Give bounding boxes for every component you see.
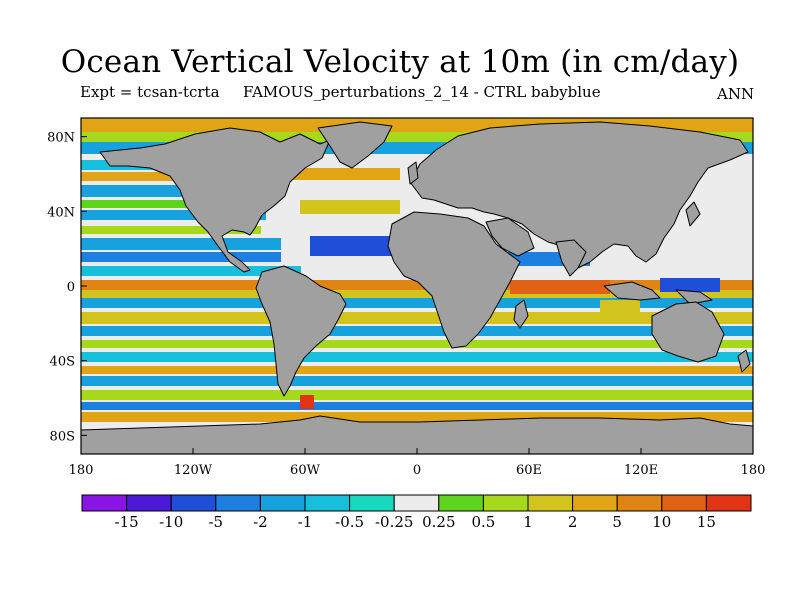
land-madagascar xyxy=(513,299,529,329)
colorbar-label: -0.25 xyxy=(375,513,413,531)
colorbar-swatch xyxy=(170,494,217,512)
land-indonesia xyxy=(603,281,661,301)
colorbar-swatch xyxy=(304,494,351,512)
experiment-label: Expt = tcsan-tcrta xyxy=(80,83,220,101)
colorbar-swatch xyxy=(705,494,752,512)
lon-tick-label: 60E xyxy=(516,463,542,478)
colorbar-swatch xyxy=(482,494,529,512)
colorbar-label: 2 xyxy=(568,513,578,531)
colorbar-swatch xyxy=(393,494,440,512)
colorbar-label: -0.5 xyxy=(335,513,364,531)
lat-tick-label: 40N xyxy=(47,205,75,220)
land-south-america xyxy=(255,265,347,397)
land-greenland xyxy=(317,121,393,169)
land-new-zealand xyxy=(737,349,751,373)
chart-title: Ocean Vertical Velocity at 10m (in cm/da… xyxy=(60,44,740,80)
land-masses xyxy=(81,121,753,454)
land-antarctica xyxy=(81,415,753,454)
lat-tick-label: 40S xyxy=(50,355,75,370)
land-africa xyxy=(387,211,521,349)
land-australia xyxy=(651,301,725,363)
land-north-america xyxy=(99,127,331,273)
lat-tick-label: 80S xyxy=(50,429,75,444)
season-label: ANN xyxy=(717,85,755,103)
lon-tick-label: 120E xyxy=(624,463,658,478)
map-plot-area xyxy=(81,118,753,454)
land-india xyxy=(555,239,587,277)
colorbar-label: 15 xyxy=(697,513,716,531)
colorbar-swatch xyxy=(572,494,618,512)
colorbar-swatch xyxy=(349,494,395,512)
land-eurasia xyxy=(409,121,749,269)
colorbar xyxy=(81,494,752,512)
colorbar-swatch xyxy=(438,494,484,512)
colorbar-label: 0.25 xyxy=(422,513,455,531)
colorbar-swatch xyxy=(616,494,663,512)
colorbar-label: -2 xyxy=(253,513,268,531)
colorbar-label: -5 xyxy=(208,513,223,531)
colorbar-swatch xyxy=(661,494,707,512)
colorbar-labels: -15 -10 -5 -2 -1 -0.5 -0.25 0.25 0.5 1 2 5 10 15 xyxy=(115,513,716,531)
land-japan xyxy=(685,201,701,227)
lon-tick-label: 120W xyxy=(174,463,213,478)
colorbar-label: -1 xyxy=(298,513,313,531)
lon-tick-label: 0 xyxy=(413,463,421,478)
colorbar-label: 5 xyxy=(612,513,622,531)
latitude-axis: 80N 40N 0 40S 80S xyxy=(47,131,87,444)
colorbar-swatch xyxy=(527,494,574,512)
lat-tick-label: 80N xyxy=(47,131,75,146)
colorbar-label: 0.5 xyxy=(471,513,495,531)
colorbar-label: -10 xyxy=(159,513,183,531)
experiment-description: FAMOUS_perturbations_2_14 - CTRL babyblu… xyxy=(243,83,601,101)
lon-tick-label: 180 xyxy=(741,463,766,478)
land-new-guinea xyxy=(675,289,713,305)
colorbar-swatch xyxy=(215,494,261,512)
longitude-axis: 180 120W 60W 0 60E 120E 180 xyxy=(69,448,766,478)
land-arabia xyxy=(485,217,535,257)
colorbar-label: 1 xyxy=(523,513,533,531)
lat-tick-label: 0 xyxy=(67,280,75,295)
lon-tick-label: 60W xyxy=(290,463,321,478)
colorbar-label: 10 xyxy=(652,513,671,531)
colorbar-swatch xyxy=(81,494,128,512)
colorbar-label: -15 xyxy=(115,513,139,531)
colorbar-swatch xyxy=(126,494,172,512)
lon-tick-label: 180 xyxy=(69,463,94,478)
colorbar-swatch xyxy=(259,494,306,512)
land-british-isles xyxy=(407,161,419,185)
